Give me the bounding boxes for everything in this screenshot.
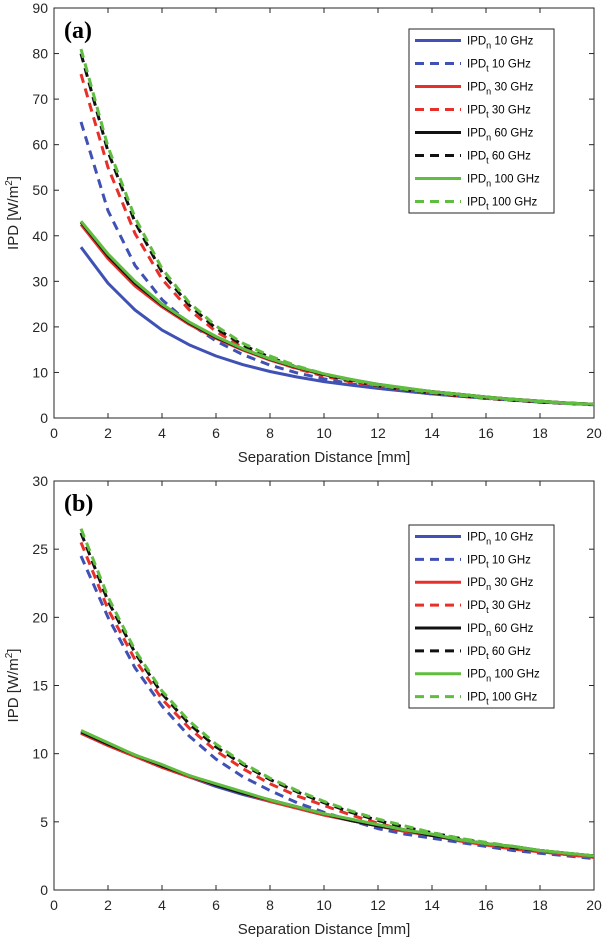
x-axis-label: Separation Distance [mm] <box>238 921 411 938</box>
x-tick-label: 12 <box>370 897 386 913</box>
legend-label: IPDt 100 GHz <box>467 692 538 707</box>
legend-label: IPDt 100 GHz <box>467 197 538 212</box>
y-tick-label: 5 <box>40 814 48 830</box>
panel-label: (b) <box>64 491 93 517</box>
series-line <box>79 121 594 407</box>
y-tick-label: 0 <box>40 882 48 898</box>
legend-label: IPDn 60 GHz <box>467 623 534 638</box>
series-line <box>79 541 594 859</box>
x-tick-label: 16 <box>478 425 494 441</box>
x-tick-label: 4 <box>158 425 166 441</box>
x-tick-label: 8 <box>266 425 274 441</box>
legend-label: IPDn 100 GHz <box>467 174 540 189</box>
y-tick-label: 50 <box>32 182 48 198</box>
series-line <box>79 528 594 858</box>
y-tick-label: 60 <box>32 137 48 153</box>
y-tick-label: 20 <box>32 609 48 625</box>
y-tick-label: 90 <box>32 0 48 16</box>
y-tick-label: 80 <box>32 46 48 62</box>
panel-label: (a) <box>64 18 92 44</box>
x-tick-label: 0 <box>50 425 58 441</box>
legend: IPDn 10 GHz IPDt 10 GHz IPDn 30 GHz IPDt 30… <box>408 28 555 214</box>
y-tick-label: 20 <box>32 319 48 335</box>
y-tick-label: 40 <box>32 228 48 244</box>
y-axis-label: IPD [W/m2] <box>4 176 22 250</box>
x-tick-label: 10 <box>316 897 332 913</box>
y-tick-label: 70 <box>32 91 48 107</box>
chart-panel-a: 0 2 4 6 8 10 12 14 16 18 20 0 10 20 30 40 50 60 70 80 90 Sepa… <box>4 0 602 466</box>
chart-panel-b: 0 2 4 6 8 10 12 14 16 18 20 0 5 10 15 20 25 30 Separation … <box>4 473 602 938</box>
legend-label: IPDn 100 GHz <box>467 669 540 684</box>
legend-box <box>408 524 555 709</box>
x-tick-label: 10 <box>316 425 332 441</box>
legend-label: IPDt 60 GHz <box>467 646 531 661</box>
y-tick-label: 25 <box>32 541 48 557</box>
legend-label: IPDt 10 GHz <box>467 59 531 74</box>
y-axis-label: IPD [W/m2] <box>4 649 22 723</box>
legend-label: IPDn 10 GHz <box>467 531 534 546</box>
y-tick-label: 15 <box>32 678 48 694</box>
x-tick-label: 18 <box>532 425 548 441</box>
x-tick-label: 12 <box>370 425 386 441</box>
x-tick-label: 18 <box>532 897 548 913</box>
x-tick-label: 20 <box>586 425 602 441</box>
y-tick-label: 30 <box>32 273 48 289</box>
legend-label: IPDt 60 GHz <box>467 151 531 166</box>
x-tick-label: 2 <box>104 897 112 913</box>
x-tick-label: 6 <box>212 425 220 441</box>
y-tick-label: 10 <box>32 746 48 762</box>
x-tick-label: 6 <box>212 897 220 913</box>
x-tick-label: 16 <box>478 897 494 913</box>
series-line <box>79 48 594 407</box>
legend-label: IPDn 10 GHz <box>467 36 534 51</box>
x-tick-label: 0 <box>50 897 58 913</box>
legend-label: IPDn 30 GHz <box>467 577 534 592</box>
legend-label: IPDt 30 GHz <box>467 600 531 615</box>
legend-box <box>408 28 555 214</box>
series-group <box>79 48 594 407</box>
series-group <box>79 528 594 861</box>
legend-label: IPDn 30 GHz <box>467 82 534 97</box>
y-tick-label: 0 <box>40 410 48 426</box>
y-tick-label: 30 <box>32 473 48 489</box>
x-tick-label: 2 <box>104 425 112 441</box>
legend-label: IPDt 10 GHz <box>467 554 531 569</box>
legend-label: IPDn 60 GHz <box>467 128 534 143</box>
x-tick-label: 8 <box>266 897 274 913</box>
legend-label: IPDt 30 GHz <box>467 105 531 120</box>
y-tick-label: 10 <box>32 364 48 380</box>
legend: IPDn 10 GHz IPDt 10 GHz IPDn 30 GHz IPDt 30… <box>408 524 555 709</box>
x-axis-label: Separation Distance [mm] <box>238 449 411 466</box>
x-tick-label: 14 <box>424 897 440 913</box>
x-tick-label: 20 <box>586 897 602 913</box>
x-tick-label: 4 <box>158 897 166 913</box>
x-tick-label: 14 <box>424 425 440 441</box>
